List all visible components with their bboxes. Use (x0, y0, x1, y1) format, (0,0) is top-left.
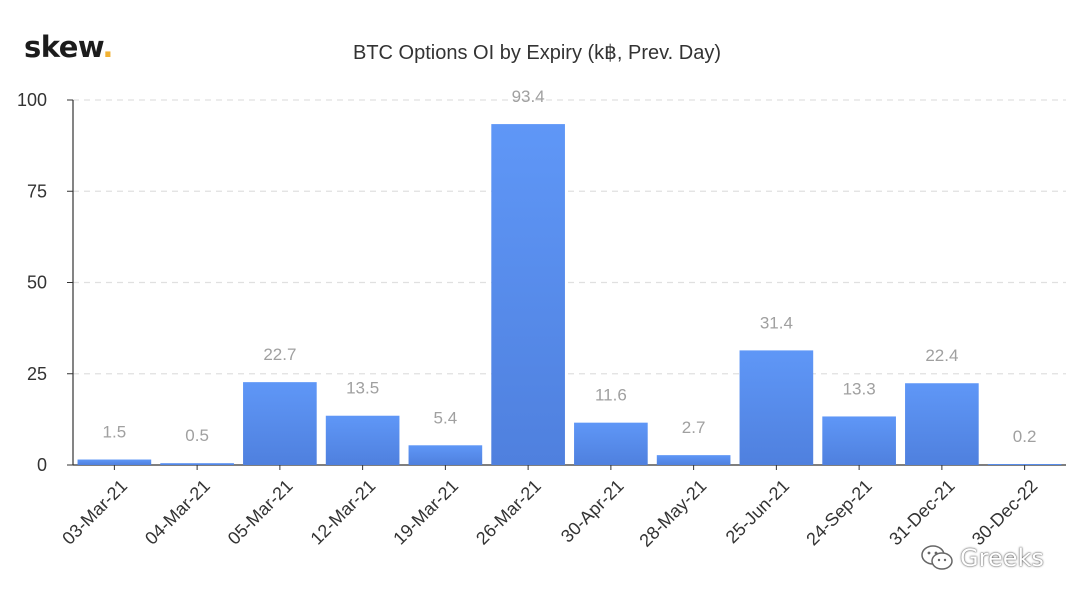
skew-logo: skew. (24, 30, 113, 64)
bar (243, 382, 317, 465)
bar (77, 459, 152, 465)
x-tick-label: 26-Mar-21 (472, 476, 545, 549)
x-tick-label: 30-Dec-22 (968, 476, 1042, 550)
bar (574, 422, 648, 465)
wechat-icon (921, 545, 953, 570)
y-tick-label: 75 (27, 181, 47, 201)
y-tick-label: 25 (27, 364, 47, 384)
watermark-text: Greeks (960, 544, 1044, 572)
x-tick-label: 24-Sep-21 (802, 476, 876, 550)
y-tick-label: 100 (17, 90, 47, 110)
watermark: Greeks (920, 541, 1044, 575)
data-label: 13.3 (843, 379, 876, 398)
x-tick-label: 03-Mar-21 (58, 476, 131, 549)
axes (67, 99, 1066, 470)
data-label: 11.6 (595, 386, 627, 405)
bar (491, 124, 565, 465)
data-labels: 1.5 0.5 22.7 13.5 5.4 93.4 11.6 2.7 31.4 13.3 22.4… (103, 87, 1037, 446)
x-tick-label: 28-May-21 (635, 476, 710, 551)
logo-dot: . (102, 30, 113, 64)
data-label: 22.7 (263, 345, 296, 364)
bar (325, 415, 400, 465)
y-tick-label: 0 (37, 455, 47, 475)
x-tick-label: 25-Jun-21 (722, 476, 793, 547)
x-tick-label: 30-Apr-21 (557, 476, 628, 547)
y-tick-label: 50 (27, 273, 47, 293)
bar (408, 445, 483, 465)
x-tick-label: 31-Dec-21 (885, 476, 959, 550)
x-tick-label: 19-Mar-21 (389, 476, 462, 549)
bar (905, 383, 979, 465)
bar (656, 455, 731, 465)
data-label: 31.4 (760, 313, 793, 332)
bar (160, 463, 234, 465)
data-label: 0.2 (1013, 427, 1037, 446)
data-label: 2.7 (682, 418, 706, 437)
data-label: 5.4 (434, 408, 458, 427)
bar (822, 416, 896, 465)
bar (987, 464, 1062, 465)
data-label: 22.4 (925, 346, 958, 365)
x-tick-label: 05-Mar-21 (224, 476, 297, 549)
bar (739, 350, 814, 465)
bars (77, 124, 1062, 465)
x-tick-label: 12-Mar-21 (307, 476, 380, 549)
data-label: 0.5 (185, 426, 209, 445)
x-tick-labels: 03-Mar-21 04-Mar-21 05-Mar-21 12-Mar-21 19-M… (58, 476, 1041, 551)
y-tick-labels: 0 25 50 75 100 (17, 90, 47, 475)
data-label: 13.5 (346, 379, 379, 398)
data-label: 93.4 (512, 87, 545, 106)
chart-title: BTC Options OI by Expiry (k฿, Prev. Day) (353, 42, 721, 64)
logo-text: skew (24, 30, 103, 64)
grid-lines (73, 99, 1066, 375)
x-tick-label: 04-Mar-21 (141, 476, 214, 549)
data-label: 1.5 (103, 423, 127, 442)
